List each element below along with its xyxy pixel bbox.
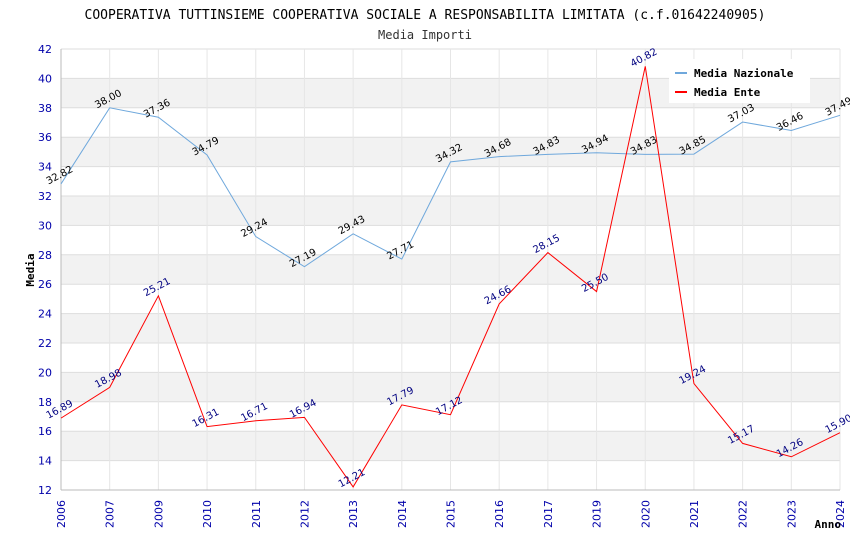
legend: Media Nazionale Media Ente	[669, 59, 810, 103]
y-tick-label: 22	[38, 337, 52, 350]
x-tick-label: 2013	[347, 500, 360, 528]
y-tick-label: 40	[38, 72, 52, 85]
legend-box	[669, 59, 810, 103]
y-tick-label: 12	[38, 484, 52, 497]
y-tick-label: 32	[38, 190, 52, 203]
series-line-media-nazionale	[60, 107, 841, 268]
series-lines	[60, 66, 841, 488]
y-axis-label: Media	[24, 253, 37, 286]
x-tick-label: 2021	[688, 500, 701, 528]
y-tick-label: 26	[38, 278, 52, 291]
y-tick-label: 20	[38, 366, 52, 379]
legend-entry: Media Ente	[694, 86, 761, 99]
y-tick-label: 36	[38, 131, 52, 144]
x-tick-label: 2006	[55, 500, 68, 528]
y-tick-label: 18	[38, 396, 52, 409]
x-tick-label: 2017	[542, 500, 555, 528]
y-tick-label: 16	[38, 425, 52, 438]
x-axis-ticks: 2006 2007 2009 2010 2011 2012 2013 2014 2015 2016…	[55, 500, 847, 528]
x-tick-label: 2014	[396, 500, 409, 528]
x-axis-label: Anno	[815, 518, 842, 531]
gridlines	[60, 48, 841, 491]
y-tick-label: 30	[38, 219, 52, 232]
x-tick-label: 2009	[152, 500, 165, 528]
x-tick-label: 2010	[201, 500, 214, 528]
x-tick-label: 2020	[639, 500, 652, 528]
x-tick-label: 2016	[493, 500, 506, 528]
x-tick-label: 2015	[445, 500, 458, 528]
x-tick-label: 2023	[785, 500, 798, 528]
y-tick-label: 28	[38, 249, 52, 262]
y-tick-label: 38	[38, 102, 52, 115]
y-axis-ticks: 12 14 16 18 20 22 24 26 28 30 32 34 36 38 40 42	[38, 43, 52, 497]
y-tick-label: 42	[38, 43, 52, 56]
x-tick-label: 2022	[737, 500, 750, 528]
series-line-media-ente	[60, 66, 841, 488]
chart-subtitle: Media Importi	[378, 28, 472, 42]
x-tick-label: 2011	[250, 500, 263, 528]
y-tick-label: 24	[38, 308, 52, 321]
x-tick-label: 2019	[591, 500, 604, 528]
y-tick-label: 14	[38, 455, 52, 468]
legend-entry: Media Nazionale	[694, 67, 794, 80]
chart-title: COOPERATIVA TUTTINSIEME COOPERATIVA SOCI…	[85, 8, 766, 23]
y-tick-label: 34	[38, 161, 52, 174]
x-tick-label: 2007	[104, 500, 117, 528]
x-tick-label: 2024	[834, 500, 847, 528]
x-tick-label: 2012	[298, 500, 311, 528]
